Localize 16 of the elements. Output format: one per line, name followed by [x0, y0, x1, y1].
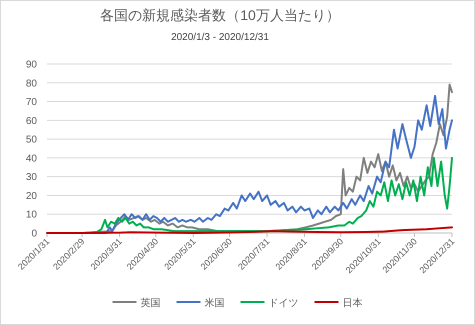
y-tick-label: 30: [26, 172, 38, 184]
y-tick-label: 10: [26, 210, 38, 221]
y-tick-label: 40: [26, 153, 38, 164]
y-tick-label: 20: [26, 190, 38, 202]
y-tick-label: 70: [26, 97, 38, 108]
chart-subtitle: 2020/1/3 - 2020/12/31: [171, 32, 270, 43]
legend-label: 米国: [204, 297, 224, 309]
y-tick-label: 60: [26, 116, 38, 127]
y-tick-label: 0: [31, 228, 38, 240]
y-tick-label: 90: [26, 60, 38, 70]
legend-label: ドイツ: [268, 298, 298, 309]
y-tick-label: 80: [26, 78, 38, 90]
legend-label: 英国: [140, 297, 160, 309]
chart-title: 各国の新規感染者数（10万人当たり）: [100, 7, 340, 23]
legend-label: 日本: [342, 297, 362, 309]
y-tick-label: 50: [26, 134, 38, 146]
